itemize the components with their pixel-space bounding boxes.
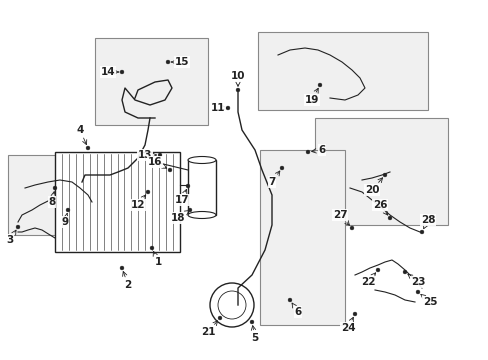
Circle shape [120,266,123,270]
Circle shape [305,150,309,154]
FancyBboxPatch shape [314,118,447,225]
Text: 25: 25 [420,294,436,307]
Circle shape [150,246,154,250]
Text: 5: 5 [251,326,258,343]
Circle shape [146,190,149,194]
Circle shape [53,186,57,190]
Text: 4: 4 [76,125,86,145]
Text: 3: 3 [6,230,16,245]
Text: 13: 13 [138,150,156,160]
Text: 17: 17 [174,189,189,205]
Circle shape [66,208,70,212]
Circle shape [236,88,239,92]
Text: 19: 19 [304,88,319,105]
Text: 12: 12 [130,195,145,210]
Circle shape [349,226,353,230]
Circle shape [166,60,169,64]
Text: 16: 16 [147,157,166,168]
Text: 22: 22 [360,273,375,287]
Ellipse shape [187,157,216,163]
Circle shape [226,106,229,110]
Circle shape [250,320,253,324]
Text: 15: 15 [171,57,189,67]
Circle shape [186,184,189,188]
Circle shape [218,316,222,320]
FancyBboxPatch shape [260,150,345,325]
Ellipse shape [187,212,216,219]
FancyBboxPatch shape [95,38,207,125]
FancyBboxPatch shape [8,155,105,235]
Circle shape [419,230,423,234]
Circle shape [188,208,191,212]
Circle shape [120,70,123,74]
Text: 24: 24 [340,317,355,333]
Text: 6: 6 [311,145,325,155]
Text: 7: 7 [268,171,279,187]
FancyBboxPatch shape [258,32,427,110]
Circle shape [383,173,386,177]
Text: 10: 10 [230,71,245,86]
Text: 9: 9 [61,213,68,227]
Text: 2: 2 [122,271,131,290]
Circle shape [318,83,321,87]
Text: 14: 14 [101,67,119,77]
Circle shape [287,298,291,302]
Text: 11: 11 [210,103,226,113]
Text: 28: 28 [420,215,434,229]
Text: 6: 6 [291,303,301,317]
Text: 23: 23 [407,274,425,287]
Bar [55,152,180,252]
Text: 26: 26 [372,200,387,215]
Circle shape [280,166,283,170]
Circle shape [403,270,406,274]
Text: 18: 18 [170,211,189,223]
Circle shape [16,225,20,229]
Text: 1: 1 [153,251,162,267]
Circle shape [387,216,391,220]
Circle shape [168,168,171,172]
Circle shape [86,146,90,150]
Circle shape [158,153,162,157]
Circle shape [352,312,356,316]
Text: 27: 27 [332,210,349,225]
Text: 21: 21 [201,321,217,337]
Circle shape [415,290,419,294]
Bar [187,160,216,215]
Text: 20: 20 [364,178,382,195]
Circle shape [375,268,379,272]
Text: 8: 8 [48,192,56,207]
